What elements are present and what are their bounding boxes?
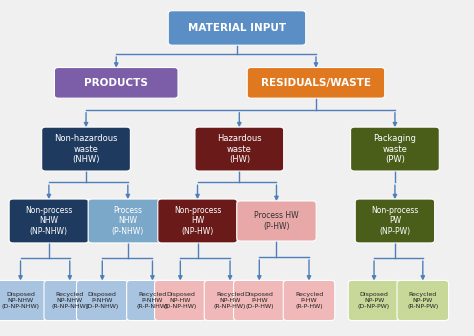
FancyBboxPatch shape	[348, 281, 400, 321]
FancyBboxPatch shape	[355, 199, 435, 243]
Text: Disposed
NP-NHW
(D-NP-NHW): Disposed NP-NHW (D-NP-NHW)	[1, 292, 39, 309]
FancyBboxPatch shape	[351, 127, 439, 171]
Text: Process HW
(P-HW): Process HW (P-HW)	[254, 211, 299, 231]
Text: Non-process
NHW
(NP-NHW): Non-process NHW (NP-NHW)	[25, 206, 73, 236]
Text: Recycled
NP-HW
(R-NP-HW): Recycled NP-HW (R-NP-HW)	[214, 292, 246, 309]
Text: Non-hazardous
waste
(NHW): Non-hazardous waste (NHW)	[55, 134, 118, 164]
FancyBboxPatch shape	[397, 281, 448, 321]
Text: Disposed
NP-PW
(D-NP-PW): Disposed NP-PW (D-NP-PW)	[358, 292, 390, 309]
Text: PRODUCTS: PRODUCTS	[84, 78, 148, 88]
FancyBboxPatch shape	[168, 11, 306, 45]
FancyBboxPatch shape	[155, 281, 206, 321]
Text: Disposed
P-NHW
(D-P-NHW): Disposed P-NHW (D-P-NHW)	[86, 292, 119, 309]
Text: Disposed
NP-HW
(D-NP-HW): Disposed NP-HW (D-NP-HW)	[164, 292, 197, 309]
Text: Recycled
NP-NHW
(R-NP-NHW): Recycled NP-NHW (R-NP-NHW)	[51, 292, 88, 309]
FancyBboxPatch shape	[55, 68, 178, 98]
FancyBboxPatch shape	[195, 127, 283, 171]
FancyBboxPatch shape	[0, 281, 46, 321]
FancyBboxPatch shape	[237, 201, 316, 241]
Text: MATERIAL INPUT: MATERIAL INPUT	[188, 23, 286, 33]
FancyBboxPatch shape	[42, 127, 130, 171]
FancyBboxPatch shape	[247, 68, 385, 98]
FancyBboxPatch shape	[127, 281, 178, 321]
Text: Packaging
waste
(PW): Packaging waste (PW)	[374, 134, 416, 164]
Text: Process
NHW
(P-NHW): Process NHW (P-NHW)	[112, 206, 144, 236]
FancyBboxPatch shape	[9, 199, 89, 243]
FancyBboxPatch shape	[283, 281, 335, 321]
FancyBboxPatch shape	[234, 281, 285, 321]
Text: Disposed
P-HW
(D-P-HW): Disposed P-HW (D-P-HW)	[245, 292, 273, 309]
FancyBboxPatch shape	[158, 199, 237, 243]
Text: Recycled
P-HW
(R-P-HW): Recycled P-HW (R-P-HW)	[295, 292, 323, 309]
Text: RESIDUALS/WASTE: RESIDUALS/WASTE	[261, 78, 371, 88]
FancyBboxPatch shape	[204, 281, 256, 321]
FancyBboxPatch shape	[44, 281, 96, 321]
Text: Hazardous
waste
(HW): Hazardous waste (HW)	[217, 134, 262, 164]
Text: Recycled
NP-PW
(R-NP-PW): Recycled NP-PW (R-NP-PW)	[407, 292, 438, 309]
Text: Non-process
HW
(NP-HW): Non-process HW (NP-HW)	[174, 206, 221, 236]
Text: Recycled
P-NHW
(R-P-NHW): Recycled P-NHW (R-P-NHW)	[136, 292, 169, 309]
Text: Non-process
PW
(NP-PW): Non-process PW (NP-PW)	[371, 206, 419, 236]
FancyBboxPatch shape	[76, 281, 128, 321]
FancyBboxPatch shape	[88, 199, 167, 243]
